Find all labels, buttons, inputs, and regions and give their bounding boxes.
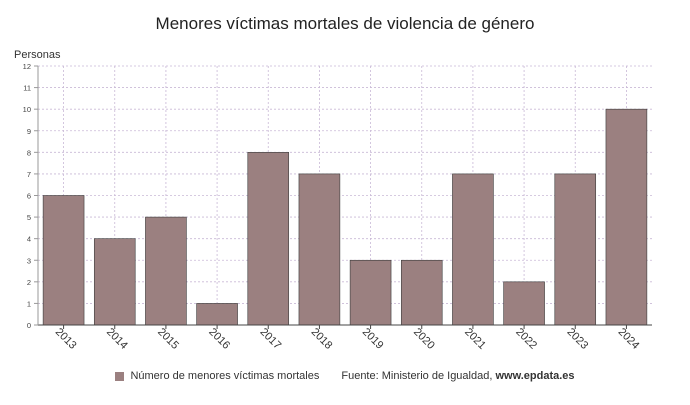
y-tick-label: 7	[27, 170, 31, 179]
x-tick-label: 2015	[155, 326, 181, 352]
bar-2013	[42, 195, 85, 326]
bar-2016	[196, 303, 238, 326]
y-tick-label: 12	[23, 62, 31, 71]
y-tick-label: 0	[27, 321, 31, 330]
legend-item: Número de menores víctimas mortales	[115, 370, 319, 382]
y-tick-label: 9	[27, 127, 31, 136]
y-tick-label: 5	[27, 213, 31, 222]
bar-2014	[93, 238, 136, 326]
bar-2022	[503, 281, 545, 326]
x-tick-label: 2021	[462, 326, 488, 352]
chart-footer: Número de menores víctimas mortales Fuen…	[0, 370, 690, 382]
y-tick-label: 10	[23, 105, 31, 114]
bar-2019	[349, 259, 392, 326]
y-tick-label: 11	[23, 84, 31, 93]
bar-2023	[554, 173, 597, 326]
x-tick-label: 2013	[53, 326, 79, 352]
chart-title: Menores víctimas mortales de violencia d…	[155, 14, 535, 33]
y-tick-label: 1	[27, 299, 31, 308]
x-tick-label: 2024	[616, 326, 642, 352]
bar-2020	[400, 259, 443, 326]
bar-2021	[452, 173, 494, 326]
x-tick-label: 2019	[360, 326, 386, 352]
bar-2018	[298, 173, 341, 326]
bar-2024	[605, 108, 648, 326]
y-tick-label: 2	[27, 278, 31, 287]
x-tick-label: 2022	[513, 326, 539, 352]
legend-label: Número de menores víctimas mortales	[130, 370, 320, 382]
x-tick-label: 2016	[206, 326, 232, 352]
bar-2015	[145, 216, 187, 326]
y-tick-label: 3	[27, 256, 31, 265]
x-tick-labels: 2013 2014 2015 2016 2017 2018 2019 2020 2021 2022…	[53, 325, 642, 352]
x-tick-label: 2018	[309, 326, 335, 352]
bars	[42, 108, 648, 326]
bar-2017	[247, 152, 290, 326]
y-axis-label: Personas	[14, 49, 61, 61]
x-tick-label: 2023	[564, 326, 590, 352]
source-prefix: Fuente: Ministerio de Igualdad,	[341, 370, 493, 382]
x-tick-label: 2014	[104, 326, 130, 352]
source-note: Fuente: Ministerio de Igualdad, www.epda…	[341, 370, 574, 382]
x-tick-label: 2020	[411, 326, 437, 352]
x-tick-label: 2017	[257, 326, 283, 352]
y-tick-label: 8	[27, 148, 31, 157]
y-tick-label: 6	[27, 192, 31, 201]
source-site: www.epdata.es	[495, 370, 575, 382]
y-tick-label: 4	[27, 235, 31, 244]
legend-swatch	[115, 371, 125, 381]
